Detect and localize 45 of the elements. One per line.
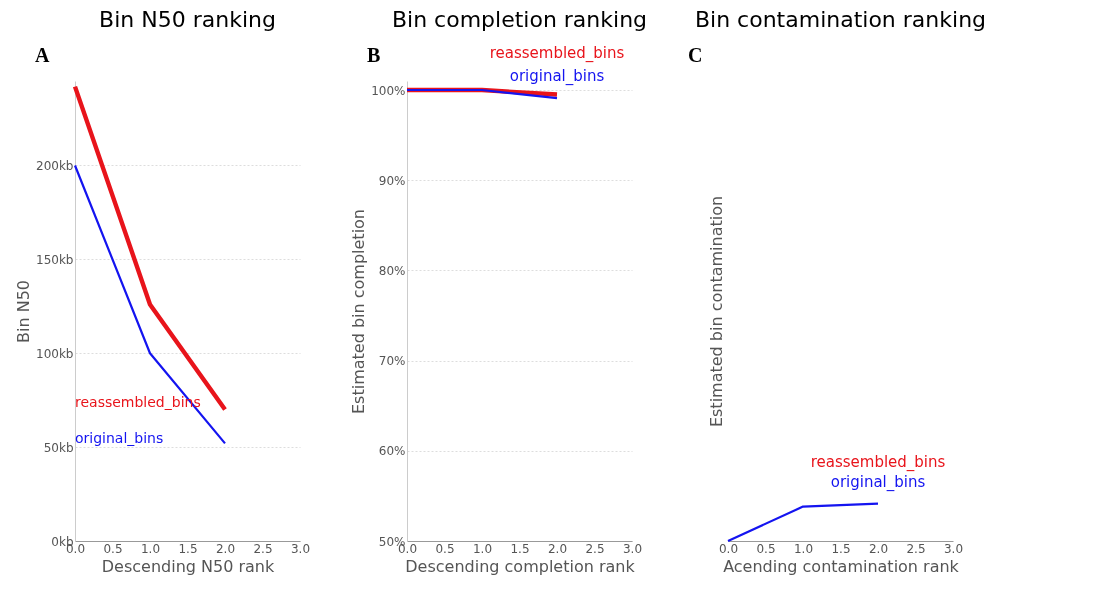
x-tick-label: 1.5 bbox=[178, 541, 198, 556]
chart-title: Bin N50 ranking bbox=[99, 7, 276, 32]
x-tick-label: 2.0 bbox=[868, 541, 889, 556]
y-tick-label: 70% bbox=[378, 354, 406, 369]
y-axis-title: Bin N50 bbox=[14, 280, 34, 343]
x-tick-label: 2.0 bbox=[215, 541, 236, 556]
text: A bbox=[35, 44, 50, 66]
chart-title: Bin completion ranking bbox=[391, 6, 648, 32]
x-tick-label: 0.5 bbox=[103, 541, 123, 556]
x-axis-title: Descending N50 rank bbox=[101, 556, 275, 576]
series-label: original_bins bbox=[509, 67, 605, 87]
x-tick-label: 0.5 bbox=[756, 541, 776, 556]
text: original_bins bbox=[75, 430, 164, 446]
x-tick-label: 3.0 bbox=[622, 541, 643, 556]
y-tick-label: 90% bbox=[378, 173, 406, 188]
x-tick-label: 1.5 bbox=[831, 541, 851, 556]
y-tick-label: 200kb bbox=[36, 158, 74, 173]
x-tick-label: 2.5 bbox=[585, 541, 605, 556]
y-tick-label: 50kb bbox=[43, 440, 74, 455]
x-tick-label: 0.0 bbox=[718, 541, 739, 556]
y-tick-label: 80% bbox=[378, 263, 406, 278]
x-tick-label: 3.0 bbox=[290, 541, 311, 556]
x-axis-title: Acending contamination rank bbox=[723, 556, 960, 576]
y-tick-label: 60% bbox=[378, 444, 406, 459]
series-label: original_bins bbox=[830, 472, 926, 492]
text: B bbox=[367, 44, 381, 66]
y-tick-label: 100kb bbox=[36, 346, 74, 361]
x-tick-label: 3.0 bbox=[943, 541, 964, 556]
series-label: reassembled_bins bbox=[489, 43, 625, 63]
y-tick-label: 150kb bbox=[36, 252, 74, 267]
x-tick-label: 1.0 bbox=[793, 541, 814, 556]
y-tick-label: 100% bbox=[371, 83, 406, 98]
y-axis-title: Estimated bin contamination bbox=[706, 195, 726, 428]
x-tick-label: 1.0 bbox=[140, 541, 161, 556]
legend-label: reassembled_bins bbox=[810, 452, 946, 472]
x-tick-label: 1.0 bbox=[472, 541, 493, 556]
x-tick-label: 2.5 bbox=[253, 541, 273, 556]
x-tick-label: 1.5 bbox=[510, 541, 530, 556]
chart-title: Bin contamination ranking bbox=[694, 7, 987, 32]
x-tick-label: 0.5 bbox=[435, 541, 455, 556]
text: C bbox=[688, 44, 703, 66]
x-tick-label: 2.0 bbox=[547, 541, 568, 556]
x-axis-title: Descending completion rank bbox=[405, 556, 636, 576]
y-axis-title: Estimated bin completion bbox=[349, 208, 369, 415]
x-tick-label: 2.5 bbox=[906, 541, 926, 556]
